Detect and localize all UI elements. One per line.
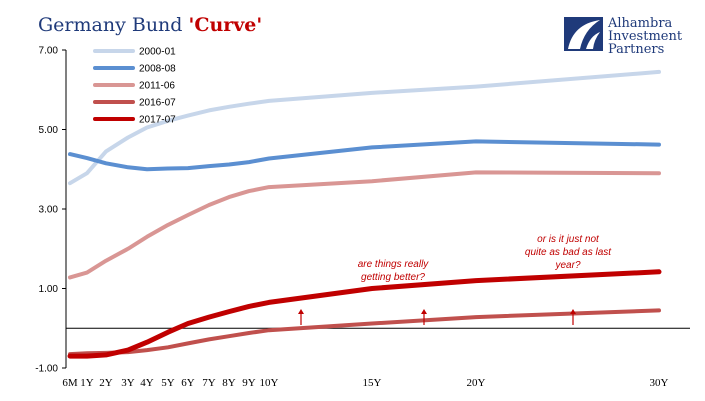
x-tick-label: 10Y bbox=[260, 377, 279, 389]
annotation-arrow-3 bbox=[570, 309, 576, 325]
legend-label-2011-06: 2011-06 bbox=[139, 81, 175, 92]
series-line-2008-08 bbox=[68, 139, 661, 172]
chart-axes: 7.00 5.00 3.00 1.00 -1.00 6M 1Y 2Y 3Y 4Y 5Y 6Y 7Y 8Y 9… bbox=[35, 46, 690, 389]
x-tick-label: 1Y bbox=[80, 377, 94, 389]
chart-annotations: are things really getting better? or is it… bbox=[298, 234, 612, 325]
x-tick-label: 3Y bbox=[121, 377, 135, 389]
x-tick-label: 15Y bbox=[363, 377, 382, 389]
y-tick-label: 5.00 bbox=[39, 125, 59, 136]
y-tick-label: -1.00 bbox=[35, 364, 58, 375]
chart-legend: 2000-01 2008-08 2011-06 2016-07 2017-07 bbox=[93, 47, 176, 126]
y-tick-label: 7.00 bbox=[39, 46, 59, 57]
series-line-2017-07 bbox=[67, 269, 662, 359]
annotation-1-line-2: getting better? bbox=[361, 272, 425, 283]
x-tick-label: 2Y bbox=[99, 377, 113, 389]
y-tick-label: 1.00 bbox=[39, 284, 59, 295]
legend-label-2016-07: 2016-07 bbox=[139, 98, 176, 109]
legend-label-2008-08: 2008-08 bbox=[139, 64, 176, 75]
x-tick-label: 6M bbox=[62, 377, 78, 389]
series-line-2000-01 bbox=[68, 69, 661, 186]
annotation-2-line-3: year? bbox=[554, 260, 580, 271]
brand-name-line-2: Investment bbox=[608, 29, 683, 44]
x-tick-label: 8Y bbox=[222, 377, 236, 389]
x-tick-label: 6Y bbox=[181, 377, 195, 389]
chart-title-prefix: Germany Bund bbox=[38, 14, 189, 36]
annotation-1-line-1: are things really bbox=[358, 259, 430, 270]
x-tick-label: 7Y bbox=[202, 377, 216, 389]
brand-logo: Alhambra Investment Partners bbox=[564, 16, 683, 57]
annotation-2-line-2: quite as bad as last bbox=[525, 247, 612, 258]
chart-series-lines bbox=[67, 69, 662, 359]
chart-title-accent: 'Curve' bbox=[189, 14, 263, 36]
x-tick-label: 30Y bbox=[650, 377, 669, 389]
series-line-2011-06 bbox=[68, 170, 661, 280]
x-tick-label: 5Y bbox=[161, 377, 175, 389]
x-tick-label: 9Y bbox=[242, 377, 256, 389]
y-tick-label: 3.00 bbox=[39, 205, 59, 216]
legend-label-2000-01: 2000-01 bbox=[139, 47, 176, 58]
x-tick-label: 4Y bbox=[140, 377, 154, 389]
alhambra-logo-icon bbox=[564, 17, 603, 51]
annotation-arrow-2 bbox=[421, 309, 427, 325]
brand-name-line-1: Alhambra bbox=[607, 16, 673, 31]
series-line-2016-07 bbox=[68, 308, 661, 357]
annotation-2-line-1: or is it just not bbox=[537, 234, 600, 245]
brand-name-line-3: Partners bbox=[608, 42, 664, 57]
annotation-arrow-1 bbox=[298, 309, 304, 325]
chart-title: Germany Bund 'Curve' bbox=[38, 14, 262, 36]
legend-label-2017-07: 2017-07 bbox=[139, 115, 176, 126]
x-tick-label: 20Y bbox=[467, 377, 486, 389]
